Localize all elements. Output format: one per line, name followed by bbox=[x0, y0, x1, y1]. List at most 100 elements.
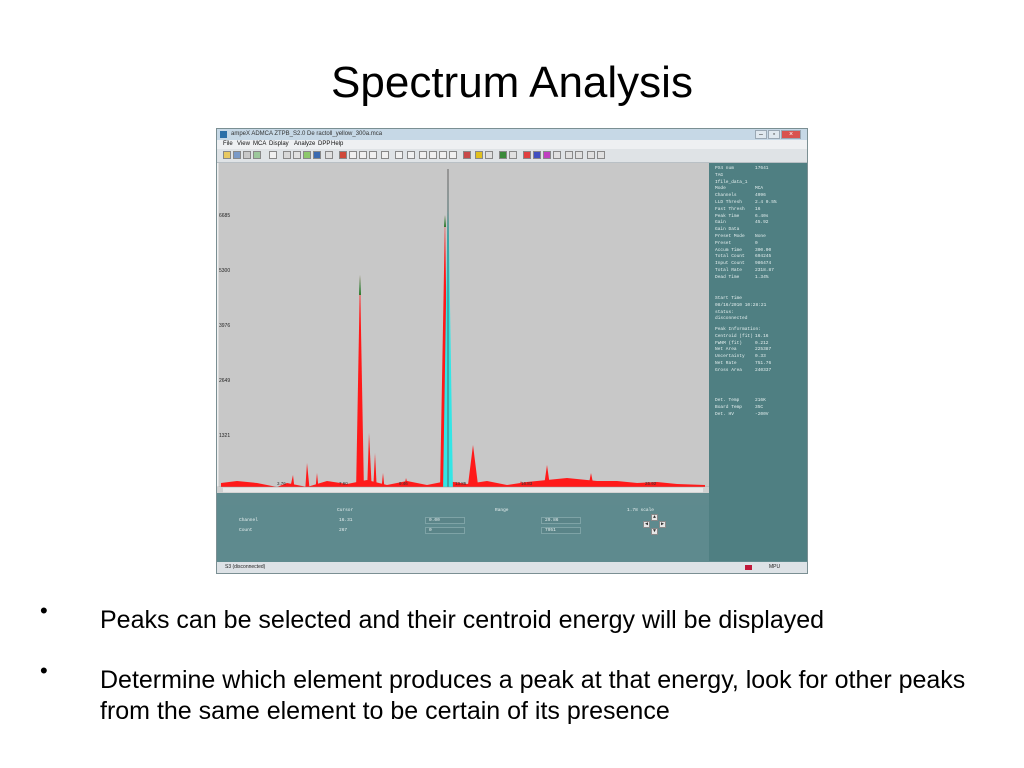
calibrate-icon[interactable] bbox=[463, 151, 471, 159]
range-header: Range bbox=[495, 508, 509, 513]
menu-dpp[interactable]: DPP bbox=[318, 141, 331, 147]
menu-analyze[interactable]: Analyze bbox=[294, 141, 316, 147]
window-titlebar[interactable]: ampeX ADMCA ZTPB_S2.0 De ractoll_yellow_… bbox=[217, 129, 807, 140]
status-mode: MPU bbox=[769, 564, 781, 570]
info-key: Uncertainty bbox=[715, 354, 745, 360]
start-icon[interactable] bbox=[325, 151, 333, 159]
y-tick-label: 2649 bbox=[219, 378, 230, 384]
open-icon[interactable] bbox=[223, 151, 231, 159]
menu-help[interactable]: Help bbox=[331, 141, 344, 147]
color-grid-icon[interactable] bbox=[523, 151, 531, 159]
toolbar bbox=[217, 149, 807, 163]
range-low-count-field[interactable] bbox=[425, 527, 465, 534]
info-row: Fast Thresh 16 bbox=[715, 207, 805, 212]
prev-icon[interactable] bbox=[587, 151, 595, 159]
pan-right-icon[interactable]: ▶ bbox=[659, 521, 666, 528]
info-key: Total Rate bbox=[715, 268, 743, 273]
spectrum-icon[interactable] bbox=[339, 151, 347, 159]
status-indicator-icon bbox=[745, 565, 752, 570]
grid-icon[interactable] bbox=[349, 151, 357, 159]
info-key: Dead Time bbox=[715, 274, 740, 280]
info-value: 35C bbox=[755, 404, 764, 410]
scroll-left-icon[interactable] bbox=[359, 151, 367, 159]
adm-ca-window: ampeX ADMCA ZTPB_S2.0 De ractoll_yellow_… bbox=[216, 128, 808, 574]
roi-left-icon[interactable] bbox=[419, 151, 427, 159]
image-icon[interactable] bbox=[543, 151, 551, 159]
info-value: 0 bbox=[755, 240, 758, 246]
cursor-range-panel: Cursor Range 1.78 scale Channel Count 16… bbox=[217, 505, 709, 561]
settings-icon[interactable] bbox=[575, 151, 583, 159]
refresh-icon[interactable] bbox=[293, 151, 301, 159]
channel-label: Channel bbox=[239, 518, 258, 523]
log-scale-icon[interactable] bbox=[395, 151, 403, 159]
next-icon[interactable] bbox=[597, 151, 605, 159]
scroll-right-icon[interactable] bbox=[369, 151, 377, 159]
undo-icon[interactable] bbox=[283, 151, 291, 159]
maximize-button[interactable]: ▫ bbox=[768, 130, 780, 139]
pan-up-icon[interactable]: ▲ bbox=[651, 514, 658, 521]
roi-right-icon[interactable] bbox=[429, 151, 437, 159]
info-row: Peak Information: bbox=[715, 327, 805, 332]
peak-17-5 bbox=[467, 445, 479, 493]
acquire-icon[interactable] bbox=[253, 151, 261, 159]
element-icon[interactable] bbox=[499, 151, 507, 159]
menu-view[interactable]: View bbox=[237, 141, 250, 147]
info-row: Input Count 986474 bbox=[715, 261, 805, 266]
horizontal-scrollbar[interactable] bbox=[217, 486, 709, 493]
info-key: Preset Mode bbox=[715, 234, 745, 239]
scale-icon[interactable] bbox=[509, 151, 517, 159]
palette-icon[interactable] bbox=[533, 151, 541, 159]
zoom-icon[interactable] bbox=[407, 151, 415, 159]
info-key: Peak Time bbox=[715, 213, 740, 219]
status-bar: S3 (disconnected) MPU bbox=[217, 562, 807, 573]
info-value: MCA bbox=[755, 186, 764, 192]
info-row: Centroid (fit) 16.16 bbox=[715, 334, 805, 339]
pan-down-icon[interactable]: ▼ bbox=[651, 528, 658, 535]
menu-display[interactable]: Display bbox=[269, 141, 289, 147]
info-value: 216K bbox=[755, 398, 766, 403]
save-icon[interactable] bbox=[233, 151, 241, 159]
range-low-channel-field[interactable] bbox=[425, 517, 465, 524]
roi-clear-icon[interactable] bbox=[449, 151, 457, 159]
print-icon[interactable] bbox=[243, 151, 251, 159]
menu-mca[interactable]: MCA bbox=[253, 141, 267, 147]
info-key: Preset bbox=[715, 240, 732, 246]
scale-label: 1.78 scale bbox=[627, 508, 655, 513]
bullet-text: Determine which element produces a peak … bbox=[100, 666, 966, 725]
info-key: Input Count bbox=[715, 261, 745, 267]
setup-icon[interactable] bbox=[269, 151, 277, 159]
peak-label: 7.60 bbox=[339, 481, 348, 486]
slide-title: Spectrum Analysis bbox=[331, 58, 693, 107]
peak-7-60 bbox=[356, 275, 364, 493]
range-high-count-field[interactable] bbox=[541, 527, 581, 534]
info-key: Channels bbox=[715, 193, 737, 199]
peak-tip-13-85 bbox=[444, 215, 446, 227]
range-high-count-value: 7951 bbox=[545, 528, 556, 533]
menu-file[interactable]: File bbox=[223, 141, 233, 147]
range-high-channel-field[interactable] bbox=[541, 517, 581, 524]
peak-label: 13.85 bbox=[455, 481, 467, 486]
spectrum-svg[interactable]: 6685 5300 3976 2649 1321 bbox=[217, 163, 709, 493]
scroll-left-arrow-icon[interactable] bbox=[217, 487, 223, 493]
info-value: 0.212 bbox=[755, 340, 769, 346]
help-icon[interactable] bbox=[565, 151, 573, 159]
scroll-right-arrow-icon[interactable] bbox=[703, 487, 709, 493]
roi-mark-icon[interactable] bbox=[439, 151, 447, 159]
info-row: Net Area 225387 bbox=[715, 347, 805, 352]
info-icon[interactable] bbox=[313, 151, 321, 159]
info-row: Dead Time 1.34% bbox=[715, 275, 805, 280]
radiation-icon[interactable] bbox=[475, 151, 483, 159]
info-value: 16 bbox=[755, 206, 761, 212]
info-panel: PX4 num 17641 TAG Ifile_data_1 Mode MCA Channe… bbox=[709, 163, 807, 561]
info-row: Preset 0 bbox=[715, 241, 805, 246]
info-row: status: bbox=[715, 310, 805, 315]
minimize-button[interactable]: – bbox=[755, 130, 767, 139]
close-button[interactable]: × bbox=[781, 130, 801, 139]
expand-icon[interactable] bbox=[381, 151, 389, 159]
print-preview-icon[interactable] bbox=[553, 151, 561, 159]
spectrum-plot[interactable]: 6685 5300 3976 2649 1321 bbox=[217, 163, 709, 493]
cpu-icon[interactable] bbox=[485, 151, 493, 159]
battery-icon[interactable] bbox=[303, 151, 311, 159]
info-row: Det. HV -200V bbox=[715, 412, 805, 417]
pan-left-icon[interactable]: ◀ bbox=[643, 521, 650, 528]
